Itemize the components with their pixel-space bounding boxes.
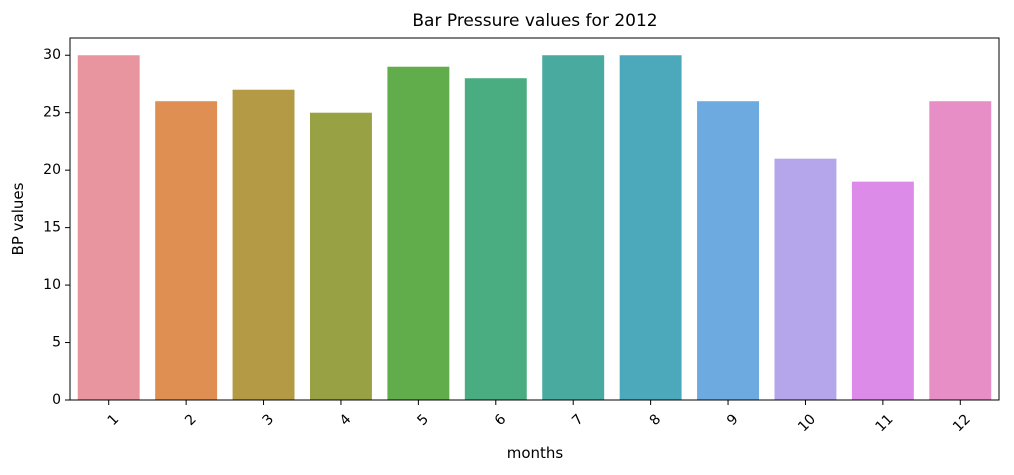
bar-1 [77, 55, 140, 400]
y-tick-label: 0 [52, 392, 61, 408]
x-tick-label: 8 [647, 411, 665, 429]
bar-8 [619, 55, 682, 400]
y-tick-label: 10 [43, 277, 61, 293]
bar-10 [774, 158, 837, 400]
y-axis-label: BP values [9, 182, 27, 255]
x-axis-label: months [507, 444, 564, 462]
bar-12 [929, 101, 992, 400]
x-tick-label: 10 [795, 411, 819, 435]
x-tick-label: 11 [873, 411, 897, 435]
x-tick-label: 6 [492, 411, 510, 429]
x-tick-label: 7 [569, 411, 587, 429]
x-tick-label: 9 [724, 411, 742, 429]
y-tick-label: 15 [43, 220, 61, 236]
x-tick-label: 5 [414, 411, 432, 429]
x-tick-label: 12 [950, 411, 974, 435]
bar-4 [309, 112, 372, 400]
bar-7 [542, 55, 605, 400]
y-tick-label: 30 [43, 47, 61, 63]
bar-9 [697, 101, 760, 400]
bar-6 [464, 78, 527, 400]
y-tick-label: 25 [43, 105, 61, 121]
x-tick-label: 1 [105, 411, 123, 429]
x-tick-label: 4 [337, 411, 355, 429]
chart-title: Bar Pressure values for 2012 [412, 11, 657, 31]
bar-3 [232, 89, 295, 400]
y-tick-label: 5 [52, 335, 61, 351]
bar-11 [851, 181, 914, 400]
bars-group [77, 55, 992, 400]
x-tick-label: 3 [260, 411, 278, 429]
plot-frame [69, 37, 1000, 401]
y-axis: 0 5 10 15 20 25 30 [43, 47, 70, 408]
bar-5 [387, 66, 450, 400]
bar-2 [155, 101, 218, 400]
x-tick-label: 2 [182, 411, 200, 429]
y-tick-label: 20 [43, 162, 61, 178]
x-axis: 1 2 3 4 5 6 7 8 9 10 11 12 [105, 400, 974, 435]
